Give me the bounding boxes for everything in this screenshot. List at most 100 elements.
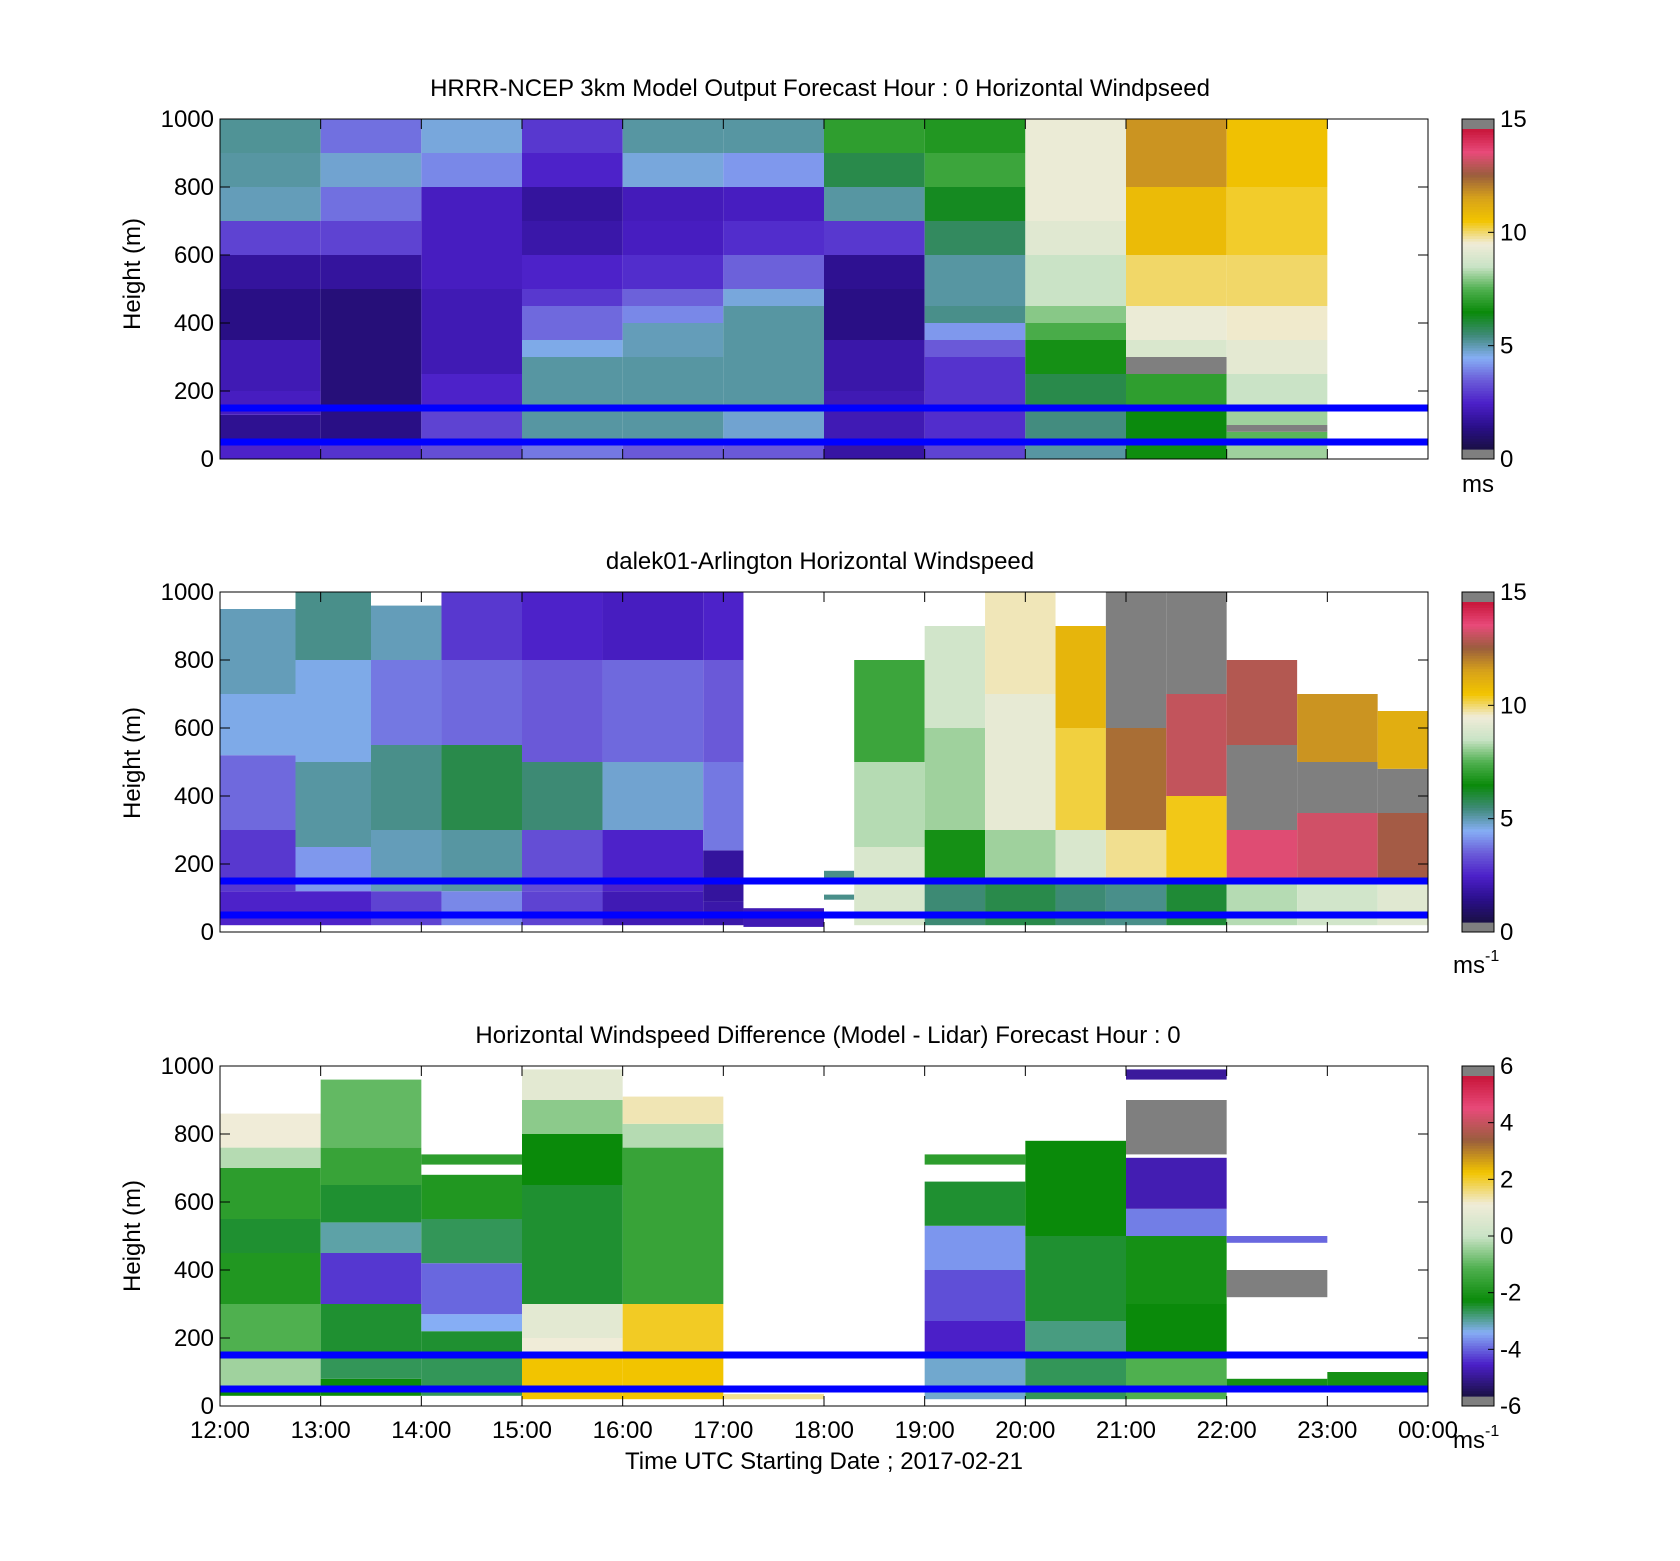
colorbar-segment xyxy=(1462,395,1494,399)
colorbar-segment xyxy=(1462,612,1494,616)
colorbar-segment xyxy=(1462,379,1494,383)
colorbar-segment xyxy=(1462,281,1494,285)
colorbar-segment xyxy=(1462,1393,1494,1397)
colorbar-segment xyxy=(1462,278,1494,282)
colorbar-segment xyxy=(1462,270,1494,274)
colorbar-segment xyxy=(1462,1078,1494,1082)
colorbar-segment xyxy=(1462,347,1494,351)
heatmap-cell xyxy=(1025,442,1126,459)
colorbar-segment xyxy=(1462,174,1494,178)
heatmap-cell xyxy=(1166,694,1227,796)
colorbar-segment xyxy=(1462,786,1494,790)
x-tick-label: 21:00 xyxy=(1096,1417,1156,1444)
colorbar-segment xyxy=(1462,1105,1494,1109)
heatmap-cell xyxy=(1025,1321,1126,1355)
colorbar-segment xyxy=(1462,302,1494,306)
heatmap-cell xyxy=(522,357,623,408)
heatmap-cell xyxy=(320,119,422,153)
colorbar-segment xyxy=(1462,820,1494,824)
heatmap-cell xyxy=(1126,408,1227,442)
colorbar-segment xyxy=(1462,738,1494,742)
colorbar-tick-label: 15 xyxy=(1500,579,1527,606)
heatmap-cell xyxy=(723,119,824,153)
heatmap-cell xyxy=(441,891,522,926)
colorbar-segment xyxy=(1462,679,1494,683)
heatmap-cell xyxy=(622,153,724,187)
colorbar-segment xyxy=(1462,860,1494,864)
heatmap-cell xyxy=(602,592,704,660)
colorbar-segment xyxy=(1462,329,1494,333)
colorbar-segment xyxy=(1462,626,1494,630)
colorbar-segment xyxy=(1462,377,1494,381)
y-tick-label: 0 xyxy=(201,919,214,946)
heatmap-cell xyxy=(1226,431,1328,442)
colorbar-segment xyxy=(1462,1244,1494,1248)
colorbar-segment xyxy=(1462,1348,1494,1352)
heatmap-cell xyxy=(421,289,522,374)
colorbar-segment xyxy=(1462,916,1494,920)
colorbar-segment xyxy=(1462,708,1494,712)
y-ticks: 0 200 400 600 800 1000 xyxy=(161,1053,1428,1420)
colorbar-segment xyxy=(1462,337,1494,341)
colorbar-segment xyxy=(1462,858,1494,862)
heatmap-cell xyxy=(824,289,925,340)
heatmap-cell xyxy=(1126,187,1227,255)
heatmap-cell xyxy=(703,592,744,660)
heatmap-cell xyxy=(924,1321,1026,1355)
heatmap-cell xyxy=(924,442,1026,459)
colorbar-segment xyxy=(1462,650,1494,654)
colorbar-segment xyxy=(1462,1318,1494,1322)
heatmap-cell xyxy=(320,1222,422,1253)
heatmap-cell xyxy=(295,660,371,762)
heatmap-cell xyxy=(1226,745,1298,830)
colorbar-segment xyxy=(1462,233,1494,237)
heatmap-cell xyxy=(220,694,296,756)
colorbar-segment xyxy=(1462,262,1494,266)
colorbar-segment xyxy=(1462,847,1494,851)
colorbar-segment xyxy=(1462,211,1494,215)
colorbar-segment xyxy=(1462,1084,1494,1088)
heatmap-cell xyxy=(1025,1140,1126,1236)
colorbar-segment xyxy=(1462,425,1494,429)
heatmap-cell xyxy=(622,221,724,255)
x-tick-label: 17:00 xyxy=(693,1417,753,1444)
colorbar-segment xyxy=(1462,906,1494,910)
heatmap-cell xyxy=(723,442,824,459)
colorbar-segment xyxy=(1462,382,1494,386)
colorbar-segment xyxy=(1462,1145,1494,1149)
heatmap-cell xyxy=(1226,187,1328,255)
heatmap-cell xyxy=(1297,813,1378,885)
x-tick-label: 16:00 xyxy=(593,1417,653,1444)
heatmap-cell xyxy=(1025,323,1126,340)
colorbar-segment xyxy=(1462,684,1494,688)
colorbar-unit-label: ms-1 xyxy=(1453,1423,1499,1454)
colorbar-segment xyxy=(1462,1316,1494,1320)
colorbar-segment xyxy=(1462,772,1494,776)
heatmap-cell xyxy=(1377,813,1428,885)
colorbar-segment xyxy=(1462,1388,1494,1392)
colorbar-segment xyxy=(1462,628,1494,632)
colorbar-segment xyxy=(1462,756,1494,760)
heatmap-cell xyxy=(622,1123,724,1148)
colorbar-cap-top xyxy=(1462,592,1494,602)
heatmap-cell xyxy=(622,408,724,442)
heatmap-cell xyxy=(622,1096,724,1124)
heatmap-cell xyxy=(924,357,1026,408)
colorbar-segment xyxy=(1462,201,1494,205)
colorbar-segment xyxy=(1462,417,1494,421)
colorbar-segment xyxy=(1462,764,1494,768)
heatmap-cell xyxy=(522,762,603,830)
y-axis-label: Height (m) xyxy=(119,1180,146,1292)
colorbar-segment xyxy=(1462,1132,1494,1136)
heatmap-cell xyxy=(1025,1236,1126,1321)
colorbar-segment xyxy=(1462,655,1494,659)
colorbar-segment xyxy=(1462,297,1494,301)
colorbar-segment xyxy=(1462,818,1494,822)
colorbar-cap-bottom xyxy=(1462,449,1494,459)
colorbar-segment xyxy=(1462,219,1494,223)
heatmap-cell xyxy=(1126,374,1227,408)
heatmap-cell xyxy=(371,605,442,660)
heatmap-cell xyxy=(1226,408,1328,425)
y-tick-label: 800 xyxy=(174,1121,214,1148)
heatmap-cell xyxy=(1126,1355,1227,1400)
